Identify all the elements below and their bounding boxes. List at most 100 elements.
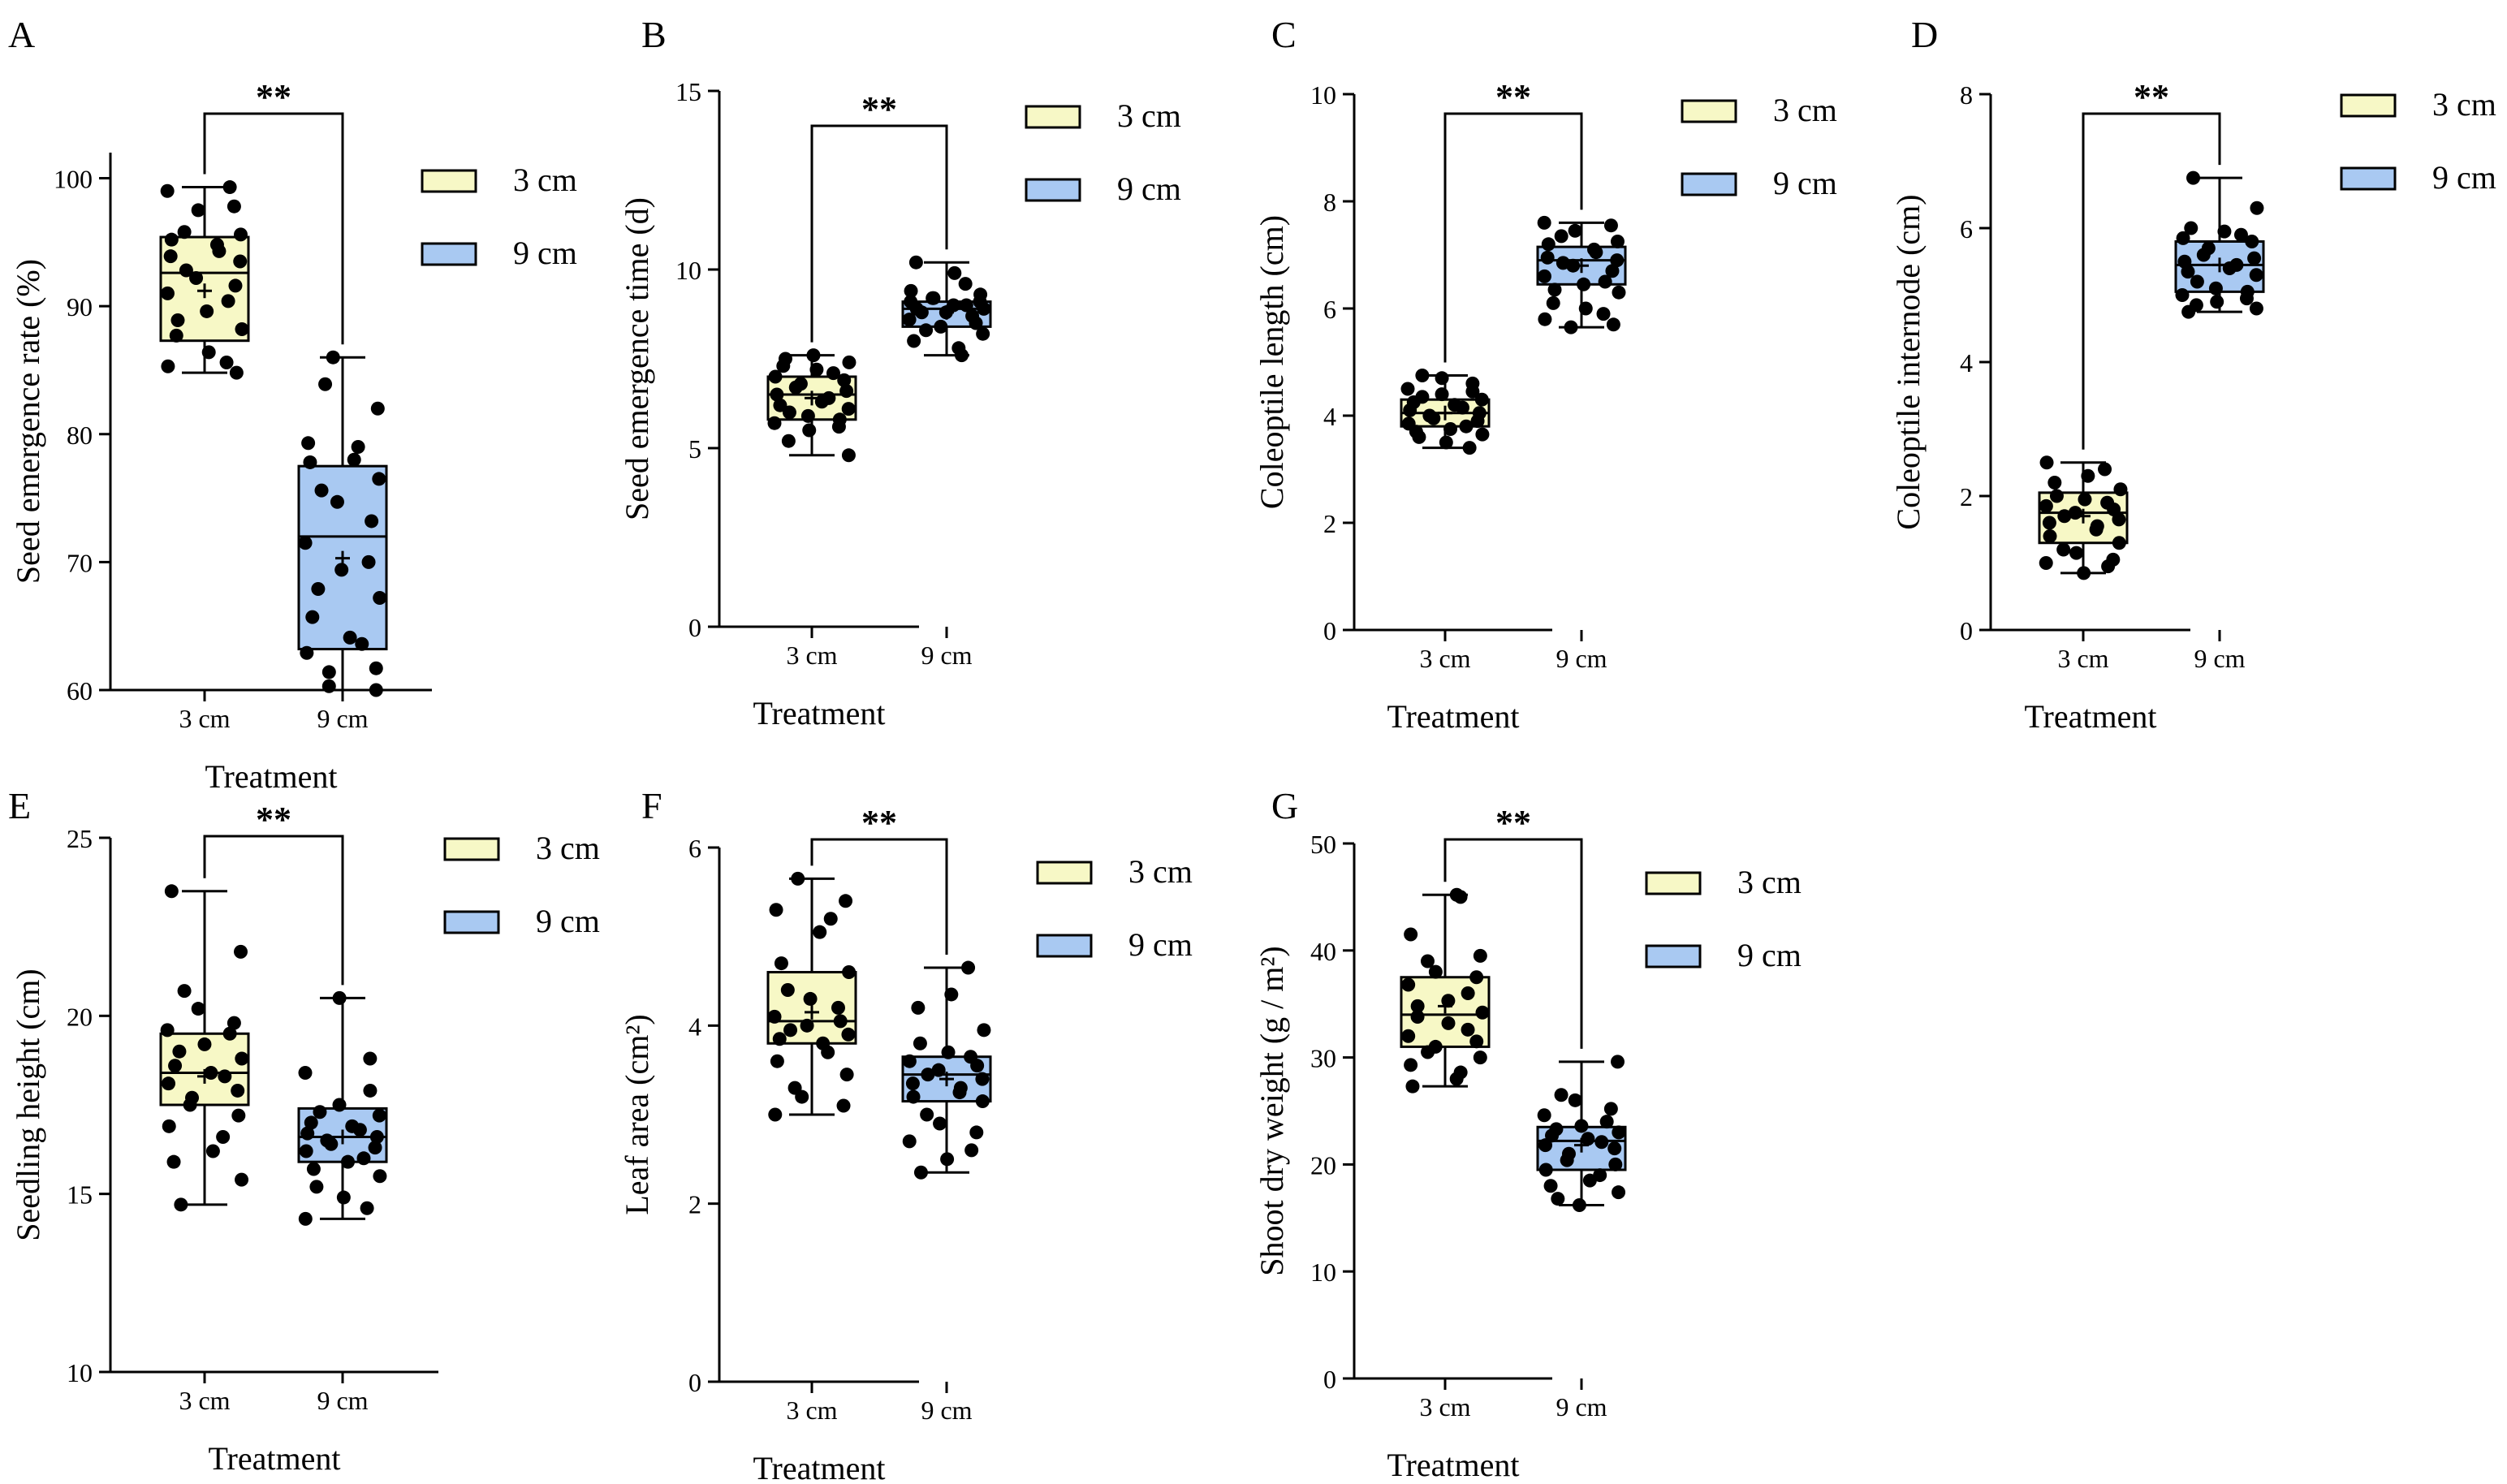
data-point bbox=[913, 1036, 927, 1050]
box-series-9cm bbox=[901, 960, 992, 1180]
data-point bbox=[1455, 400, 1469, 415]
data-point bbox=[1421, 1045, 1435, 1059]
data-point bbox=[363, 1083, 378, 1098]
data-point bbox=[1435, 371, 1449, 386]
significance-bracket bbox=[203, 835, 344, 986]
data-point bbox=[2112, 536, 2126, 550]
data-point bbox=[369, 683, 383, 697]
data-point bbox=[1578, 301, 1593, 316]
y-tick-label: 10 bbox=[67, 1358, 93, 1387]
data-point bbox=[977, 1023, 991, 1038]
data-point bbox=[920, 1107, 934, 1122]
data-point bbox=[823, 912, 838, 926]
y-tick-label: 30 bbox=[1310, 1044, 1336, 1073]
data-point bbox=[2175, 288, 2190, 302]
legend-label: 3 cm bbox=[536, 830, 600, 866]
legend-label: 9 cm bbox=[536, 903, 600, 939]
y-tick-label: 0 bbox=[688, 1368, 701, 1397]
y-tick-label: 25 bbox=[67, 824, 93, 853]
y-axis-title: Leaf area (cm²) bbox=[619, 1014, 655, 1214]
legend-label: 9 cm bbox=[1737, 937, 1802, 973]
data-point bbox=[1610, 253, 1625, 268]
data-point bbox=[170, 313, 185, 327]
y-tick-label: 6 bbox=[1323, 295, 1336, 324]
data-point bbox=[2077, 566, 2091, 580]
data-point bbox=[161, 359, 175, 373]
data-point bbox=[959, 298, 973, 313]
y-tick-label: 8 bbox=[1960, 80, 1973, 110]
data-point bbox=[944, 987, 959, 1002]
data-point bbox=[939, 305, 953, 320]
data-point bbox=[1574, 1119, 1589, 1133]
data-point bbox=[947, 265, 962, 280]
y-tick-label: 90 bbox=[67, 292, 93, 321]
y-tick-label: 0 bbox=[1323, 616, 1336, 645]
legend-swatch bbox=[1036, 934, 1093, 958]
x-axis-title: Treatment bbox=[753, 1450, 886, 1484]
legend-swatch bbox=[443, 837, 500, 861]
data-point bbox=[767, 1009, 782, 1024]
data-point bbox=[2190, 274, 2204, 289]
legend-label: 3 cm bbox=[2432, 86, 2496, 123]
data-point bbox=[803, 991, 818, 1006]
data-point bbox=[969, 1125, 984, 1140]
data-point bbox=[177, 984, 192, 999]
data-point bbox=[313, 1105, 327, 1119]
data-point bbox=[1606, 317, 1620, 332]
data-point bbox=[1461, 986, 1475, 1001]
data-point bbox=[841, 402, 856, 416]
chart-panel-f: F 0 2 4 6 3 cm 9 cm Treatment Leaf area (cm²) ** 3… bbox=[619, 785, 1193, 1484]
significance-label: ** bbox=[1495, 77, 1531, 117]
data-point bbox=[791, 871, 805, 886]
data-point bbox=[902, 313, 917, 327]
y-tick-label: 0 bbox=[688, 613, 701, 642]
x-axis-title: Treatment bbox=[753, 695, 886, 731]
data-point bbox=[919, 323, 934, 338]
data-point bbox=[212, 244, 227, 258]
data-point bbox=[1537, 269, 1551, 283]
data-point bbox=[1612, 285, 1626, 300]
x-tick-label: 3 cm bbox=[786, 641, 837, 670]
data-point bbox=[1581, 1132, 1595, 1146]
legend-label: 3 cm bbox=[1737, 864, 1802, 900]
data-point bbox=[2184, 221, 2198, 235]
data-point bbox=[1470, 414, 1485, 429]
legend-label: 9 cm bbox=[1117, 170, 1181, 207]
legend-swatch bbox=[443, 910, 500, 934]
data-point bbox=[2049, 489, 2064, 503]
data-point bbox=[1410, 1010, 1425, 1025]
data-point bbox=[1449, 1072, 1464, 1086]
x-tick-label: 3 cm bbox=[1419, 1392, 1470, 1421]
data-point bbox=[1546, 296, 1560, 310]
data-point bbox=[343, 630, 357, 645]
data-point bbox=[1538, 312, 1552, 326]
legend-swatch bbox=[1025, 105, 1081, 129]
data-point bbox=[1612, 1185, 1626, 1200]
data-point bbox=[1568, 223, 1582, 238]
data-point bbox=[781, 434, 796, 448]
data-point bbox=[183, 1098, 197, 1112]
legend-label: 3 cm bbox=[1117, 97, 1181, 134]
data-point bbox=[767, 416, 782, 430]
data-point bbox=[842, 355, 857, 369]
panel-label: E bbox=[8, 785, 31, 826]
box-series-3cm bbox=[766, 871, 857, 1122]
data-point bbox=[321, 665, 336, 679]
data-point bbox=[1453, 890, 1468, 904]
data-point bbox=[839, 894, 853, 908]
y-axis-title: Shoot dry weight (g / m²) bbox=[1254, 946, 1290, 1275]
legend-swatch bbox=[1681, 99, 1737, 123]
data-point bbox=[299, 1144, 313, 1158]
y-tick-label: 5 bbox=[688, 434, 701, 464]
data-point bbox=[163, 249, 178, 264]
data-point bbox=[770, 387, 784, 402]
legend-swatch bbox=[2340, 166, 2397, 191]
data-point bbox=[911, 1000, 926, 1015]
data-point bbox=[826, 366, 841, 381]
significance-bracket bbox=[810, 124, 948, 343]
panel-label: A bbox=[8, 14, 35, 55]
data-point bbox=[1607, 1141, 1622, 1156]
y-tick-label: 0 bbox=[1323, 1365, 1336, 1394]
data-point bbox=[373, 1169, 387, 1184]
